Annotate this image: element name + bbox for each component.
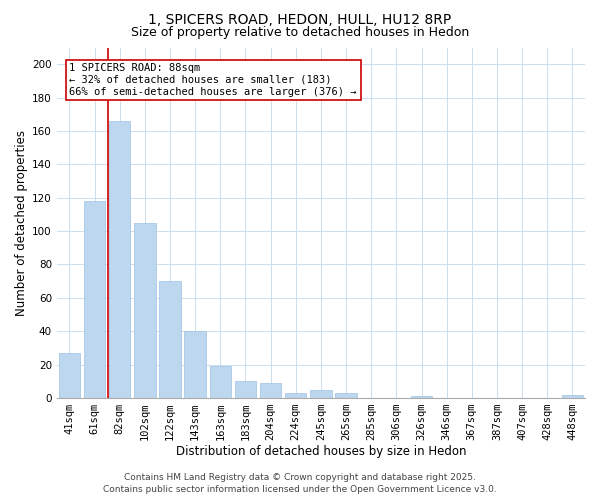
Bar: [260, 383, 281, 398]
Bar: [59, 353, 80, 398]
Bar: [235, 382, 256, 398]
Text: 1 SPICERS ROAD: 88sqm
← 32% of detached houses are smaller (183)
66% of semi-det: 1 SPICERS ROAD: 88sqm ← 32% of detached …: [70, 64, 357, 96]
Bar: [285, 393, 307, 398]
Bar: [184, 331, 206, 398]
Bar: [159, 281, 181, 398]
Text: Contains HM Land Registry data © Crown copyright and database right 2025.
Contai: Contains HM Land Registry data © Crown c…: [103, 473, 497, 494]
Bar: [84, 201, 105, 398]
Bar: [209, 366, 231, 398]
Bar: [562, 394, 583, 398]
Y-axis label: Number of detached properties: Number of detached properties: [15, 130, 28, 316]
Bar: [335, 393, 357, 398]
Bar: [109, 121, 130, 398]
X-axis label: Distribution of detached houses by size in Hedon: Distribution of detached houses by size …: [176, 444, 466, 458]
Bar: [310, 390, 332, 398]
Bar: [411, 396, 432, 398]
Bar: [134, 222, 155, 398]
Text: Size of property relative to detached houses in Hedon: Size of property relative to detached ho…: [131, 26, 469, 39]
Text: 1, SPICERS ROAD, HEDON, HULL, HU12 8RP: 1, SPICERS ROAD, HEDON, HULL, HU12 8RP: [148, 12, 452, 26]
